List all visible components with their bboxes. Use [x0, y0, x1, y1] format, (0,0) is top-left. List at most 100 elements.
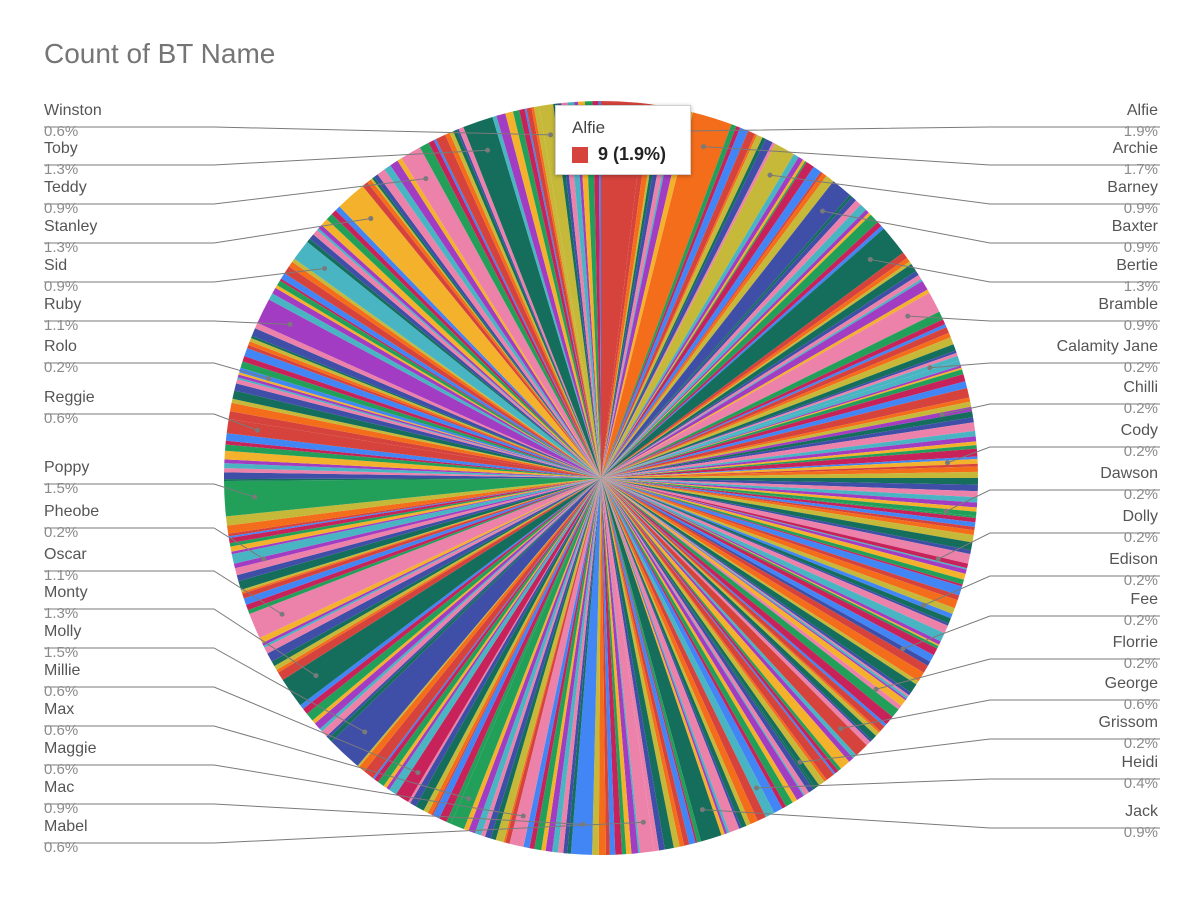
pie-slice[interactable]	[601, 289, 930, 478]
pie-slice[interactable]	[601, 104, 659, 478]
pie-slice[interactable]	[601, 478, 804, 800]
pie-slice[interactable]	[357, 478, 601, 768]
pie-slice[interactable]	[284, 266, 601, 478]
pie-slice[interactable]	[601, 478, 827, 782]
pie-slice-edison[interactable]	[601, 478, 953, 619]
pie-slice[interactable]	[372, 176, 601, 478]
pie-slice[interactable]	[601, 478, 639, 854]
pie-slice[interactable]	[601, 478, 911, 696]
pie-slice[interactable]	[601, 367, 963, 478]
pie-slice[interactable]	[374, 174, 601, 478]
pie-slice[interactable]	[328, 478, 601, 742]
pie-slice[interactable]	[601, 108, 687, 478]
pie-slice[interactable]	[601, 108, 678, 478]
pie-slice[interactable]	[601, 478, 805, 796]
pie-slice[interactable]	[601, 337, 954, 478]
pie-slice[interactable]	[319, 478, 601, 732]
pie-slice[interactable]	[601, 478, 917, 693]
pie-slice[interactable]	[453, 129, 601, 478]
pie-slice[interactable]	[601, 478, 978, 508]
pie-slice[interactable]	[601, 159, 806, 478]
pie-slice[interactable]	[601, 478, 680, 848]
pie-slice[interactable]	[367, 179, 601, 478]
pie-slice[interactable]	[492, 115, 601, 479]
pie-slice[interactable]	[601, 478, 783, 813]
pie-slice-fee[interactable]	[601, 478, 931, 666]
pie-slice[interactable]	[601, 478, 728, 835]
pie-slice[interactable]	[271, 478, 601, 667]
pie-slice[interactable]	[601, 381, 968, 478]
pie-slice[interactable]	[601, 478, 885, 732]
pie-slice[interactable]	[601, 478, 941, 645]
pie-slice[interactable]	[601, 478, 973, 551]
pie-slice[interactable]	[512, 110, 601, 478]
pie-slice[interactable]	[601, 214, 878, 478]
pie-slice[interactable]	[247, 478, 601, 615]
pie-slice[interactable]	[245, 478, 601, 611]
pie-slice[interactable]	[225, 433, 601, 478]
pie-slice[interactable]	[601, 196, 857, 478]
pie-slice[interactable]	[601, 271, 919, 478]
pie-slice-rolo[interactable]	[239, 367, 601, 478]
pie-slice[interactable]	[390, 160, 601, 478]
pie-slice[interactable]	[237, 377, 601, 478]
pie-slice[interactable]	[601, 280, 928, 478]
pie-slice[interactable]	[601, 478, 809, 796]
pie-slice[interactable]	[431, 478, 601, 816]
pie-slice[interactable]	[449, 131, 601, 478]
pie-slice[interactable]	[224, 478, 601, 481]
pie-slice[interactable]	[231, 398, 601, 478]
pie-slice[interactable]	[228, 478, 601, 539]
pie-slice[interactable]	[456, 128, 601, 478]
pie-slice-heidi[interactable]	[601, 478, 775, 818]
pie-slice[interactable]	[263, 478, 601, 648]
pie-slice[interactable]	[601, 478, 685, 847]
pie-slice[interactable]	[490, 478, 601, 840]
pie-slice[interactable]	[228, 411, 602, 478]
pie-slice[interactable]	[601, 360, 961, 478]
pie-slice[interactable]	[410, 478, 601, 807]
pie-slice[interactable]	[601, 430, 976, 478]
pie-slice-dolly[interactable]	[601, 478, 969, 569]
pie-slice[interactable]	[601, 478, 906, 706]
pie-slice[interactable]	[601, 204, 866, 478]
pie-slice[interactable]	[237, 374, 601, 478]
pie-slice[interactable]	[331, 210, 601, 478]
pie-slice[interactable]	[601, 138, 773, 478]
pie-slice[interactable]	[601, 134, 763, 478]
pie-slice-max[interactable]	[450, 478, 601, 830]
pie-slice[interactable]	[601, 478, 702, 843]
pie-slice-millie[interactable]	[396, 478, 601, 802]
pie-slice[interactable]	[601, 445, 977, 478]
pie-slice-bramble[interactable]	[601, 292, 940, 478]
pie-slice[interactable]	[240, 478, 601, 592]
pie-slice[interactable]	[474, 478, 601, 836]
pie-slice[interactable]	[241, 478, 601, 594]
pie-slice[interactable]	[601, 324, 947, 478]
pie-slice[interactable]	[292, 258, 601, 478]
pie-slice[interactable]	[274, 478, 601, 670]
pie-slice[interactable]	[601, 478, 740, 833]
pie-slice[interactable]	[601, 478, 787, 809]
pie-slice[interactable]	[601, 397, 971, 478]
pie-slice[interactable]	[601, 106, 670, 479]
pie-slice-florrie[interactable]	[601, 478, 902, 710]
pie-slice[interactable]	[601, 252, 908, 478]
pie-slice[interactable]	[383, 478, 601, 788]
pie-slice-grissom[interactable]	[601, 478, 820, 789]
pie-slice[interactable]	[374, 478, 601, 782]
pie-slice[interactable]	[601, 478, 696, 845]
pie-slice[interactable]	[224, 463, 601, 478]
pie-slice[interactable]	[495, 478, 601, 843]
pie-slice[interactable]	[523, 478, 601, 849]
pie-slice-stanley[interactable]	[339, 186, 601, 479]
pie-slice[interactable]	[601, 365, 962, 478]
pie-slice[interactable]	[225, 440, 601, 478]
pie-slice[interactable]	[423, 478, 601, 813]
pie-slice[interactable]	[601, 441, 977, 478]
pie-slice[interactable]	[408, 478, 601, 804]
pie-slice[interactable]	[601, 478, 960, 601]
pie-slice[interactable]	[503, 478, 601, 843]
pie-slice[interactable]	[601, 478, 919, 685]
pie-slice[interactable]	[458, 127, 601, 479]
